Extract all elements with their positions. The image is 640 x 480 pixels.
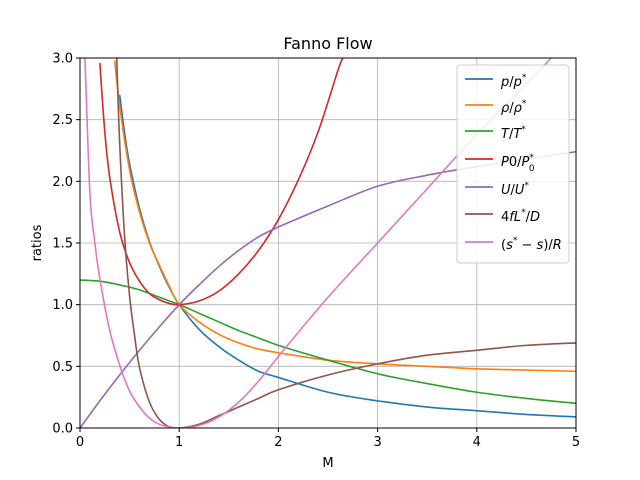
axis-ticks: 0 1 2 3 4 5 0.0 0.5 1.0 1.5 2.0 2.5 3.0 xyxy=(52,52,580,451)
x-tick-label: 3 xyxy=(373,435,381,450)
legend-label-p: p/p* xyxy=(500,73,527,90)
plot-area xyxy=(80,58,576,428)
legend-label-p0: P0/P* 0 xyxy=(501,153,535,174)
legend-label-rho: ρ/ρ* xyxy=(501,99,527,116)
series-line-density-ratio xyxy=(113,60,576,373)
y-tick-label: 2.0 xyxy=(52,175,73,190)
y-tick-label: 3.0 xyxy=(52,52,73,67)
series-line-friction-parameter xyxy=(115,58,576,428)
series-line-temperature-ratio xyxy=(80,279,576,405)
chart-title: Fanno Flow xyxy=(283,34,372,53)
legend-label-t: T/T* xyxy=(501,125,526,142)
legend-label-entropy: (s* − s)/R xyxy=(501,236,562,253)
y-tick-label: 0.0 xyxy=(52,422,73,437)
x-axis-label: M xyxy=(322,456,333,471)
y-tick-label: 2.5 xyxy=(52,113,73,128)
x-tick-label: 4 xyxy=(473,435,481,450)
legend-swatches xyxy=(465,78,493,243)
legend: p/p* ρ/ρ* T/T* P0/P* 0 U/U* 4fL*/D (s* − … xyxy=(456,64,570,264)
x-tick-label: 1 xyxy=(175,435,183,450)
y-tick-label: 1.5 xyxy=(52,237,73,252)
series-line-p-ratio xyxy=(118,94,576,418)
x-tick-label: 0 xyxy=(76,435,84,450)
y-tick-label: 0.5 xyxy=(52,360,73,375)
y-tick-label: 1.0 xyxy=(52,298,73,313)
x-tick-label: 2 xyxy=(274,435,282,450)
y-axis-label: ratios xyxy=(30,224,45,261)
legend-label-u: U/U* xyxy=(501,181,529,198)
x-tick-label: 5 xyxy=(572,435,580,450)
legend-label-friction: 4fL*/D xyxy=(501,208,540,225)
